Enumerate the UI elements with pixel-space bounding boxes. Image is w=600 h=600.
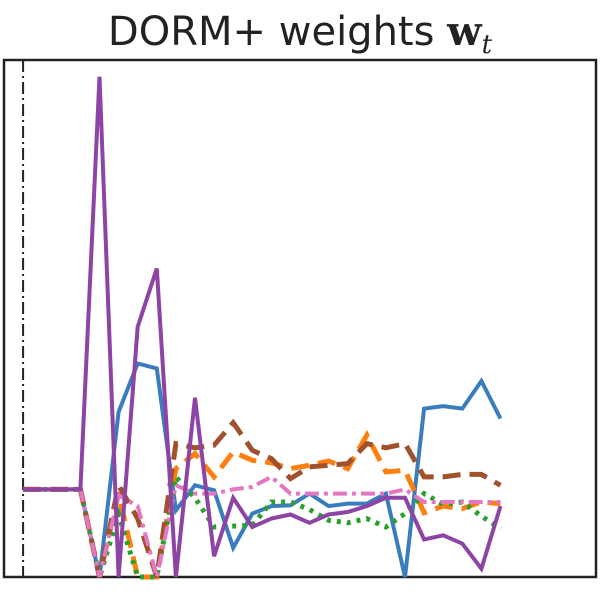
plot-frame xyxy=(2,58,598,579)
series-line-2 xyxy=(23,429,501,580)
chart-title-text: DORM+ weights xyxy=(107,9,435,55)
chart-title: DORM+ weights wt xyxy=(0,8,600,69)
chart-title-symbol: w xyxy=(447,8,482,55)
chart-title-subscript: t xyxy=(481,30,493,60)
series-line-5 xyxy=(23,474,501,578)
series-layer xyxy=(23,76,503,587)
series-line-6 xyxy=(23,76,503,578)
